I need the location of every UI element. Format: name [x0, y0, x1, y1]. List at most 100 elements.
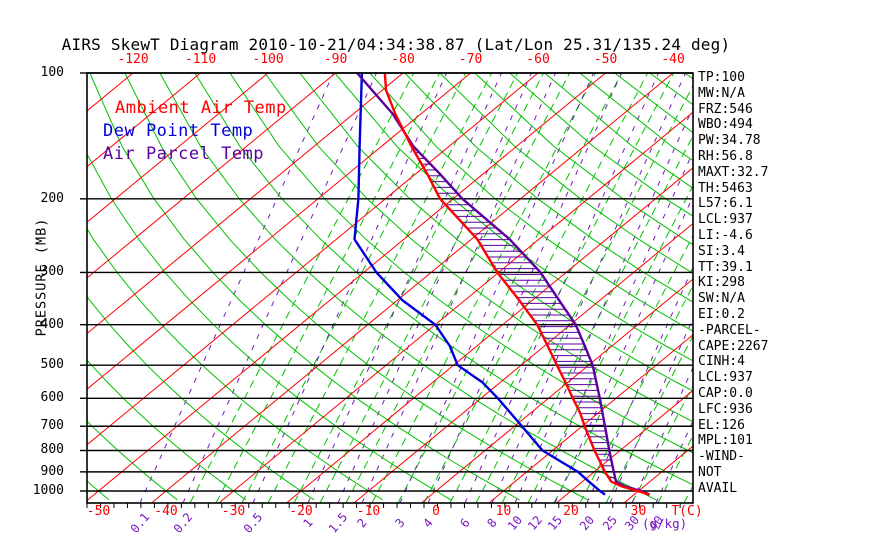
grid-layer [87, 73, 693, 503]
isotherm-line [87, 73, 269, 223]
top-temp-label: -90 [323, 52, 348, 67]
panel-line: AVAIL [698, 480, 738, 496]
panel-line: CAPE:2267 [698, 338, 769, 354]
bottom-temp-label: 10 [495, 504, 512, 519]
ambient-temp-curve [383, 72, 650, 496]
bottom-temp-label: -30 [221, 504, 246, 519]
panel-line: TH:5463 [698, 180, 753, 196]
dry-adiabat-line [87, 359, 247, 501]
plot-border [86, 72, 694, 504]
isotherm-line [87, 73, 606, 502]
dry-adiabat-line [369, 73, 693, 332]
panel-line: -PARCEL- [698, 322, 761, 338]
moist-adiabat-line [319, 73, 545, 503]
dry-adiabat-line [509, 73, 693, 217]
isotherm-line [353, 222, 693, 503]
panel-line: LCL:937 [698, 370, 753, 386]
panel-line: MPL:101 [698, 433, 753, 449]
panel-line: -WIND- [698, 449, 745, 465]
dry-adiabat-line [404, 73, 693, 303]
dry-adiabat-line [89, 73, 520, 501]
isotherm-line [87, 73, 471, 390]
panel-line: PW:34.78 [698, 133, 761, 149]
pressure-tick-label: 200 [40, 190, 64, 206]
pressure-tick-label: 600 [40, 390, 64, 406]
bottom-temp-label: -50 [86, 504, 111, 519]
isotherm-line [151, 73, 674, 503]
dry-adiabat-line [264, 73, 693, 423]
moist-adiabat-line [449, 73, 675, 503]
top-temp-label: -50 [593, 52, 618, 67]
top-temp-label: -40 [661, 52, 685, 67]
isotherm-line [488, 334, 693, 503]
isotherm-line [421, 278, 693, 503]
pressure-tick-label: 500 [40, 357, 64, 373]
panel-line: MAXT:32.7 [698, 164, 769, 180]
bottom-temp-label: -40 [154, 504, 178, 519]
panel-line: CINH:4 [698, 354, 745, 370]
panel-line: SI:3.4 [698, 243, 745, 259]
isotherm-line [286, 167, 693, 503]
moist-adiabat-line [189, 73, 415, 503]
moist-adiabat-line [579, 284, 693, 503]
dry-adiabat-line [439, 73, 693, 274]
legend-ambient-air-temp: Ambient Air Temp [115, 98, 287, 118]
moist-adiabat-line [397, 73, 623, 503]
moist-adiabat-line [345, 73, 571, 503]
pressure-tick-label: 400 [40, 316, 64, 332]
top-temp-label: -60 [526, 52, 550, 67]
legend-dew-point-temp: Dew Point Temp [103, 121, 254, 141]
moist-adiabat-line [423, 73, 649, 503]
dry-adiabat-line [334, 73, 693, 362]
dry-adiabat-line [87, 295, 315, 501]
panel-line: NOT [698, 465, 722, 480]
panel-line: KI:298 [698, 275, 745, 291]
dry-adiabat-line [124, 73, 589, 501]
pressure-tick-label: 900 [40, 463, 64, 479]
isotherm-line [87, 73, 539, 446]
dry-adiabat-line [159, 73, 657, 501]
pressure-tick-label: 700 [40, 418, 64, 434]
moist-adiabat-line [631, 384, 693, 503]
isotherm-line [218, 111, 693, 503]
panel-line: SW:N/A [698, 291, 745, 307]
moist-adiabat-line [215, 73, 441, 503]
top-temp-label: -70 [458, 52, 483, 67]
mixing-ratio-line [337, 73, 532, 503]
dry-adiabat-line [87, 480, 110, 501]
pressure-tick-label: 300 [40, 264, 64, 280]
bottom-temp-label: 0 [432, 504, 440, 519]
panel-line: LCL:937 [698, 212, 753, 228]
mixing-ratio-unit-label: (g/kg) [642, 516, 688, 531]
dew-point-curve [353, 72, 606, 496]
isotherm-line [556, 389, 693, 503]
bottom-temp-label: 20 [563, 504, 579, 519]
moist-adiabat-line [501, 134, 693, 503]
panel-line: CAP:0.0 [698, 386, 753, 401]
moist-adiabat-line [657, 434, 693, 503]
pressure-tick-label: 100 [40, 65, 64, 80]
panel-line: EL:126 [698, 417, 745, 433]
panel-line: TP:100 [698, 70, 745, 85]
moist-adiabat-line [241, 73, 467, 503]
top-temp-label: -80 [391, 52, 415, 67]
bottom-temp-label: -10 [356, 504, 381, 519]
mixing-ratio-line [252, 73, 447, 503]
panel-line: EI:0.2 [698, 307, 745, 322]
panel-line: MW:N/A [698, 85, 745, 101]
top-temp-label: -110 [184, 52, 217, 67]
isotherm-line [87, 73, 404, 335]
bottom-temp-label: -20 [289, 504, 313, 519]
legend-air-parcel-temp: Air Parcel Temp [103, 144, 265, 164]
pressure-tick-label: 800 [40, 442, 64, 458]
isotherm-line [87, 73, 201, 168]
top-temp-label: -120 [117, 52, 149, 67]
moist-adiabat-line [527, 184, 693, 503]
x-axis-unit-label: T(C) [671, 504, 703, 519]
panel-line: RH:56.8 [698, 149, 753, 164]
panel-line: LFC:936 [698, 401, 753, 417]
isotherm-line [87, 73, 336, 279]
mixing-ratio-line [399, 73, 594, 503]
